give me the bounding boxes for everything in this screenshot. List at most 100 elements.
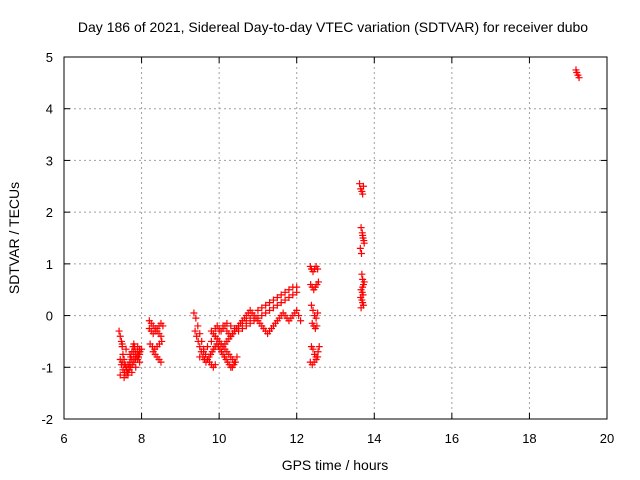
data-point — [233, 353, 241, 361]
data-point — [194, 337, 202, 345]
data-point — [126, 350, 134, 358]
data-point — [116, 371, 124, 379]
y-tick-labels: -2 -1 0 1 2 3 4 5 — [41, 50, 53, 427]
data-point — [314, 309, 322, 317]
data-point — [119, 350, 127, 358]
data-point — [134, 343, 142, 351]
data-point — [196, 343, 204, 351]
data-point — [138, 345, 146, 353]
data-point — [358, 270, 366, 278]
data-point — [356, 180, 364, 188]
data-point — [116, 332, 124, 340]
data-point — [122, 345, 130, 353]
data-point — [293, 288, 301, 296]
x-tick-label: 12 — [289, 431, 303, 446]
data-point — [128, 368, 136, 376]
data-point — [211, 332, 219, 340]
data-point — [190, 309, 198, 317]
data-point — [357, 224, 365, 232]
data-point — [277, 299, 285, 307]
chart-title: Day 186 of 2021, Sidereal Day-to-day VTE… — [78, 19, 588, 35]
data-point — [281, 296, 289, 304]
data-point — [575, 74, 583, 82]
x-tick-label: 8 — [138, 431, 145, 446]
y-tick-label: -1 — [41, 360, 53, 375]
data-point — [281, 288, 289, 296]
data-point — [359, 182, 367, 190]
data-point — [192, 314, 200, 322]
data-point — [219, 322, 227, 330]
data-point — [118, 340, 126, 348]
data-point — [136, 358, 144, 366]
data-point — [157, 358, 165, 366]
data-point — [315, 343, 323, 351]
y-tick-label: 5 — [46, 50, 53, 65]
data-point — [285, 286, 293, 294]
data-point — [309, 306, 317, 314]
data-point — [314, 278, 322, 286]
x-tick-label: 14 — [367, 431, 381, 446]
data-point — [193, 332, 201, 340]
data-point — [151, 350, 159, 358]
data-point — [130, 348, 138, 356]
data-point — [227, 322, 235, 330]
data-point — [132, 363, 140, 371]
data-point — [194, 322, 202, 330]
data-point — [307, 301, 315, 309]
axis-ticks — [63, 56, 608, 420]
data-point — [116, 356, 124, 364]
data-point — [277, 291, 285, 299]
data-point — [120, 374, 128, 382]
y-axis-label: SDTVAR / TECUs — [6, 182, 22, 294]
y-tick-label: 0 — [46, 309, 53, 324]
data-point — [235, 327, 243, 335]
data-point — [200, 348, 208, 356]
grid-lines — [64, 57, 607, 419]
data-point — [191, 327, 199, 335]
data-point — [157, 332, 165, 340]
data-point — [258, 304, 266, 312]
data-point — [246, 319, 254, 327]
x-tick-label: 10 — [212, 431, 226, 446]
data-point — [359, 190, 367, 198]
x-tick-label: 16 — [445, 431, 459, 446]
y-tick-label: -2 — [41, 412, 53, 427]
data-point — [266, 299, 274, 307]
data-point — [242, 322, 250, 330]
data-point — [359, 231, 367, 239]
data-point — [273, 301, 281, 309]
data-point — [309, 345, 317, 353]
x-tick-label: 6 — [60, 431, 67, 446]
data-point — [231, 325, 239, 332]
data-point — [269, 296, 277, 304]
data-point — [158, 337, 166, 345]
data-point — [117, 361, 125, 369]
data-point — [273, 293, 281, 301]
data-point — [211, 361, 219, 369]
data-points — [115, 66, 583, 382]
data-point — [314, 353, 322, 361]
data-point — [269, 304, 277, 312]
data-point — [289, 291, 297, 299]
data-point — [231, 358, 239, 366]
data-point — [297, 317, 305, 325]
data-point — [262, 309, 270, 317]
data-point — [196, 353, 204, 361]
data-point — [238, 325, 246, 332]
data-point — [254, 306, 262, 314]
data-point — [360, 278, 368, 286]
x-tick-label: 18 — [522, 431, 536, 446]
data-point — [285, 293, 293, 301]
data-point — [313, 322, 321, 330]
data-point — [159, 322, 167, 330]
x-axis-label: GPS time / hours — [282, 457, 389, 473]
data-point — [258, 312, 266, 320]
data-point — [266, 306, 274, 314]
data-point — [124, 371, 132, 379]
x-tick-labels: 6 8 10 12 14 16 18 20 — [60, 431, 614, 446]
data-point — [356, 244, 364, 252]
y-tick-label: 4 — [46, 102, 53, 117]
x-tick-label: 20 — [600, 431, 614, 446]
data-point — [207, 337, 215, 345]
